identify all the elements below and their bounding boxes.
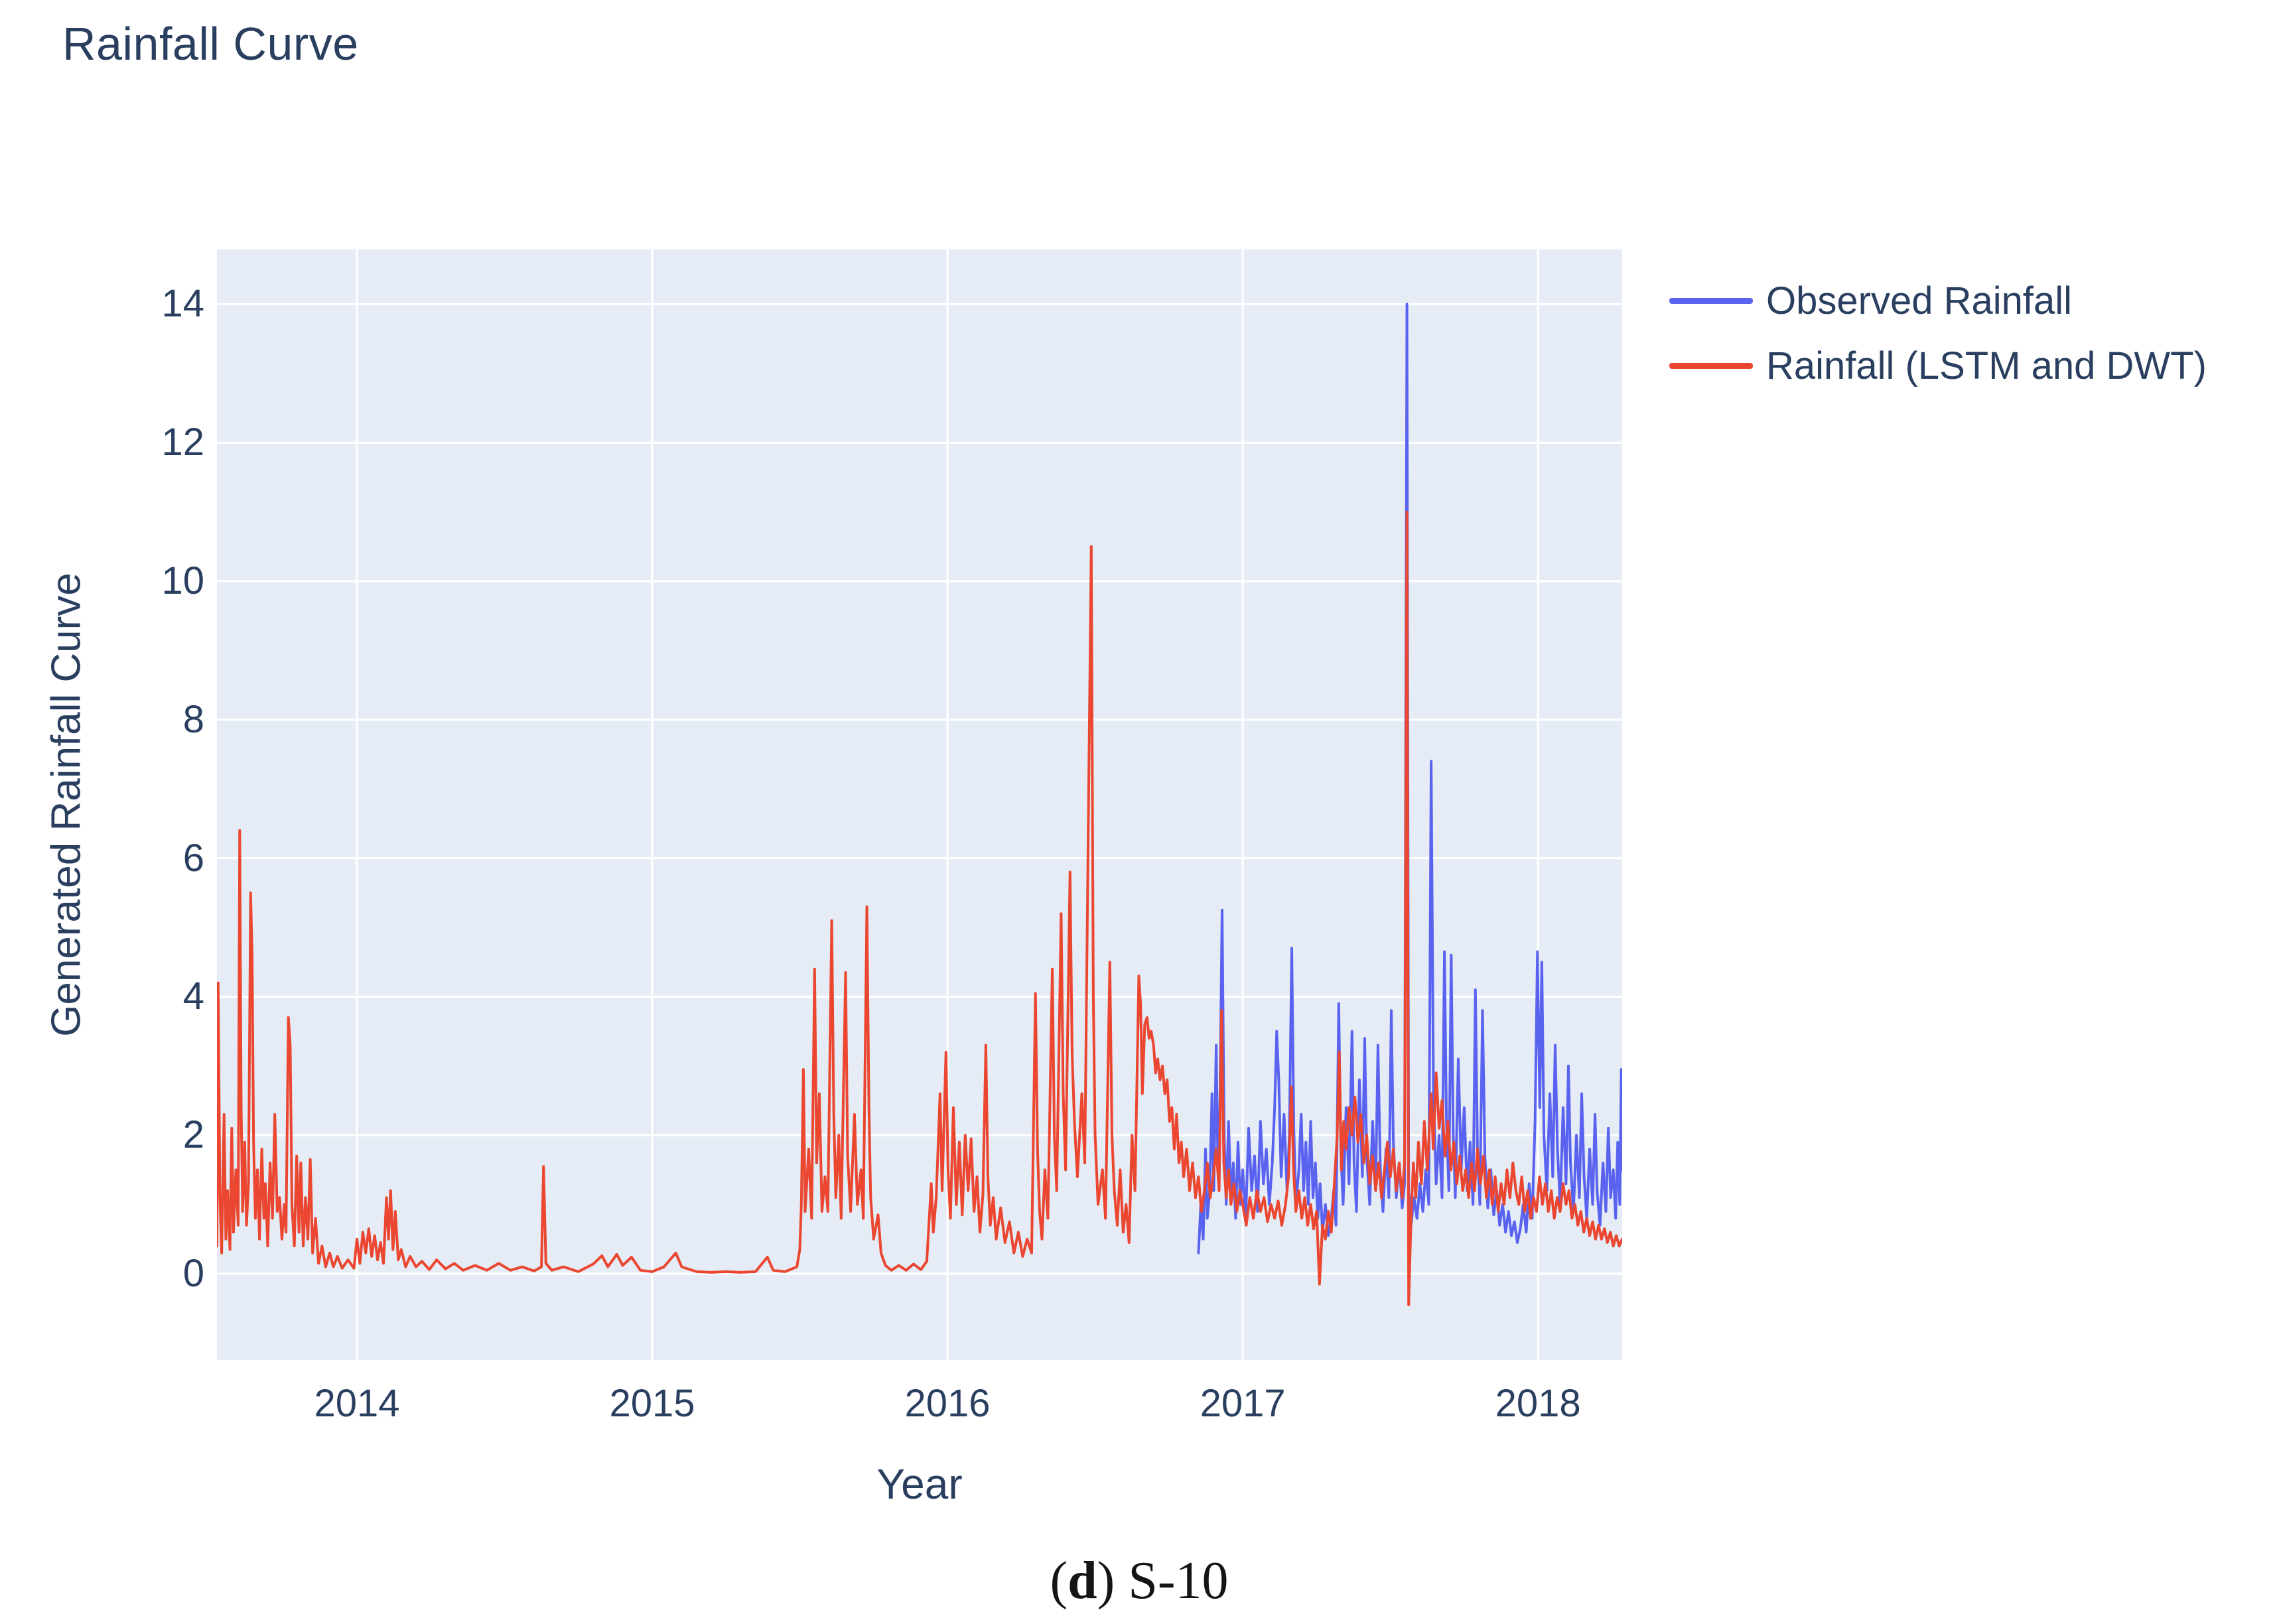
x-tick-label: 2015	[609, 1382, 695, 1425]
lstm-dwt-line-swatch	[1669, 362, 1753, 369]
chart-title: Rainfall Curve	[62, 18, 359, 70]
legend-label-lstm-dwt: Rainfall (LSTM and DWT)	[1766, 344, 2207, 387]
y-tick-label: 10	[161, 559, 204, 603]
x-tick-label: 2014	[314, 1382, 400, 1425]
y-axis-title: Generated Rainfall Curve	[43, 573, 90, 1037]
x-tick-label: 2018	[1495, 1382, 1581, 1425]
y-tick-label: 4	[182, 975, 204, 1018]
x-axis-title: Year	[876, 1460, 963, 1508]
lstm-dwt-rainfall-line	[217, 510, 1622, 1306]
y-tick-label: 0	[182, 1252, 204, 1296]
y-tick-label: 14	[161, 282, 204, 326]
caption-panel-letter: d	[1068, 1552, 1097, 1610]
x-tick-label: 2016	[904, 1382, 991, 1425]
legend-label-observed: Observed Rainfall	[1766, 279, 2072, 322]
plot-area[interactable]	[217, 249, 1622, 1360]
figure-caption: (d) S-10	[1050, 1551, 1229, 1611]
legend-item-observed[interactable]: Observed Rainfall	[1669, 279, 2072, 322]
y-tick-label: 2	[182, 1113, 204, 1157]
legend-item-lstm-dwt[interactable]: Rainfall (LSTM and DWT)	[1669, 344, 2207, 387]
caption-suffix: ) S-10	[1097, 1552, 1229, 1610]
x-tick-label: 2017	[1200, 1382, 1286, 1425]
caption-prefix: (	[1050, 1552, 1068, 1610]
y-tick-label: 12	[161, 421, 204, 464]
y-tick-label: 6	[182, 836, 204, 880]
observed-line-swatch	[1669, 297, 1753, 304]
y-tick-label: 8	[182, 697, 204, 741]
